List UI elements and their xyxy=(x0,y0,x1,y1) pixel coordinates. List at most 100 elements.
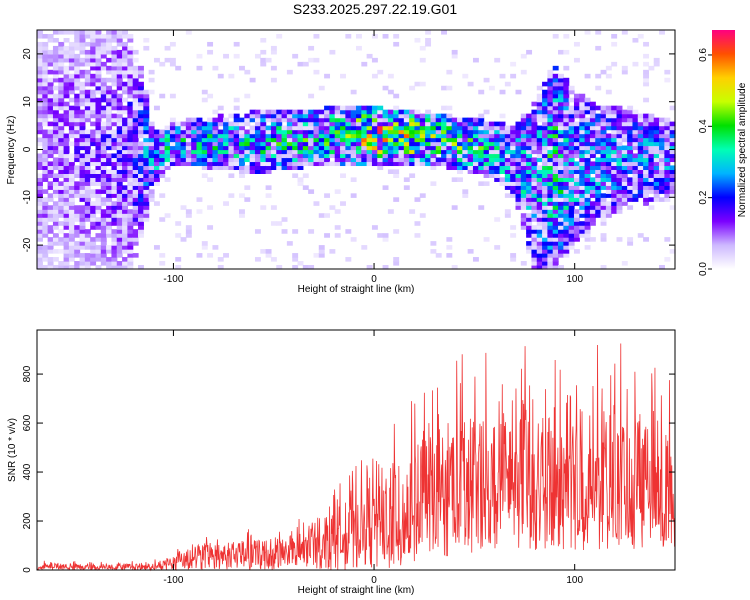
spectrogram-cell xyxy=(217,121,224,127)
spectrogram-cell xyxy=(74,81,81,87)
spectrogram-cell xyxy=(632,109,639,115)
spectrogram-cell xyxy=(632,37,639,43)
spectrogram-cell xyxy=(542,225,548,230)
spectrogram-cell xyxy=(79,253,86,258)
spectrogram-cell xyxy=(563,221,570,226)
spectrogram-cell xyxy=(584,221,591,226)
spectrogram-cell xyxy=(122,213,128,218)
spectrogram-cell xyxy=(148,77,155,83)
spectrogram-cell xyxy=(169,133,176,139)
spectrogram-cell xyxy=(430,145,437,151)
spectrogram-cell xyxy=(425,161,432,167)
spectrogram-cell xyxy=(100,153,107,159)
spectrogram-cell xyxy=(74,117,81,123)
spectrogram-cell xyxy=(318,133,325,139)
spectrogram-cell xyxy=(270,129,277,135)
spectrogram-cell xyxy=(68,153,75,159)
spectrogram-cell xyxy=(239,149,245,155)
spectrogram-cell xyxy=(297,113,304,119)
spectrogram-cell xyxy=(595,121,602,127)
spectrogram-cell xyxy=(58,237,65,242)
spectrogram-cell xyxy=(611,177,618,182)
spectrogram-cell xyxy=(393,229,400,234)
spectrogram-cell xyxy=(318,145,325,151)
spectrogram-cell xyxy=(552,189,559,194)
spectrogram-cell xyxy=(515,165,522,171)
spectrogram-cell xyxy=(148,133,155,139)
spectrogram-cell xyxy=(589,109,596,115)
spectrogram-cell xyxy=(308,145,315,151)
spectrogram-cell xyxy=(132,57,139,63)
spectrogram-cell xyxy=(568,85,575,91)
spectrogram-cell xyxy=(90,169,97,174)
spectrogram-cell xyxy=(515,121,522,127)
spectrogram-cell xyxy=(42,213,49,218)
spectrogram-cell xyxy=(95,125,102,131)
spectrogram-cell xyxy=(648,149,655,155)
spectrogram-cell xyxy=(116,193,123,198)
spectrogram-cell xyxy=(95,257,102,262)
spectrogram-cell xyxy=(63,237,70,242)
spectrogram-cell xyxy=(494,153,501,159)
spectrogram-cell xyxy=(324,233,331,238)
spectrogram-cell xyxy=(185,145,192,151)
spectrogram-cell xyxy=(201,241,208,246)
spectrogram-cell xyxy=(552,233,559,238)
spectrogram-cell xyxy=(653,121,660,127)
spectrogram-cell xyxy=(659,189,665,194)
spectrogram-cell xyxy=(350,157,357,163)
spectrogram-cell xyxy=(302,173,309,178)
spectrogram-cell xyxy=(286,117,293,123)
spectrogram-cell xyxy=(47,81,54,87)
spectrogram-cell xyxy=(74,157,81,163)
spectrogram-cell xyxy=(621,129,628,135)
spectrogram-cell xyxy=(127,129,134,135)
spectrogram-cell xyxy=(207,125,214,131)
spectrogram-cell xyxy=(605,121,612,127)
x-tick-label: 0 xyxy=(371,274,377,285)
spectrogram-cell xyxy=(637,149,644,155)
spectrogram-cell xyxy=(584,161,591,167)
spectrogram-cell xyxy=(100,233,107,238)
spectrogram-cell xyxy=(148,153,155,159)
spectrogram-cell xyxy=(74,217,81,222)
spectrogram-cell xyxy=(324,113,331,119)
spectrogram-cell xyxy=(334,117,341,123)
spectrogram-cell xyxy=(100,169,107,174)
spectrogram-cell xyxy=(239,213,245,218)
spectrogram-cell xyxy=(143,165,150,171)
spectrogram-cell xyxy=(371,145,378,151)
spectrogram-cell xyxy=(63,53,70,59)
spectrogram-cell xyxy=(95,85,102,91)
spectrogram-cell xyxy=(106,193,113,198)
spectrogram-cell xyxy=(595,165,602,171)
spectrogram-cell xyxy=(302,157,309,163)
spectrogram-cell xyxy=(116,49,123,55)
spectrogram-cell xyxy=(419,113,426,119)
spectrogram-cell xyxy=(260,49,267,55)
spectrogram-cell xyxy=(233,137,240,143)
spectrogram-cell xyxy=(95,77,102,83)
spectrogram-cell xyxy=(643,149,650,155)
spectrogram-cell xyxy=(558,129,564,135)
spectrogram-cell xyxy=(68,73,75,79)
spectrogram-cell xyxy=(515,145,522,151)
spectrogram-cell xyxy=(58,101,65,107)
spectrogram-cell xyxy=(621,153,628,159)
spectrogram-cell xyxy=(281,109,288,115)
spectrogram-cell xyxy=(334,153,341,159)
spectrogram-cell xyxy=(483,237,490,242)
spectrogram-cell xyxy=(37,245,43,250)
spectrogram-cell xyxy=(164,145,171,151)
spectrogram-cell xyxy=(558,185,564,190)
spectrogram-cell xyxy=(42,173,49,178)
spectrogram-cell xyxy=(637,157,644,163)
spectrogram-cell xyxy=(207,141,214,147)
spectrogram-cell xyxy=(47,37,54,43)
spectrogram-cell xyxy=(600,217,607,222)
spectrogram-cell xyxy=(116,189,123,194)
spectrogram-cell xyxy=(164,153,171,159)
x-tick-label: -100 xyxy=(163,575,183,586)
spectrogram-cell xyxy=(297,261,304,266)
spectrogram-cell xyxy=(90,257,97,262)
